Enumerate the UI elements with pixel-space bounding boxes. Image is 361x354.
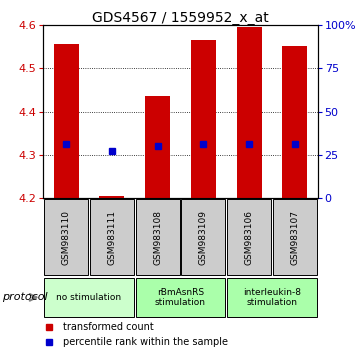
Text: transformed count: transformed count: [62, 321, 153, 332]
Bar: [191, 40, 216, 198]
Text: GSM983110: GSM983110: [62, 210, 71, 265]
Bar: [44, 278, 134, 317]
Bar: [90, 199, 134, 275]
Text: interleukin-8
stimulation: interleukin-8 stimulation: [243, 288, 301, 307]
Text: GSM983107: GSM983107: [290, 210, 299, 265]
Bar: [145, 96, 170, 198]
Bar: [136, 199, 179, 275]
Text: GSM983109: GSM983109: [199, 210, 208, 265]
Text: percentile rank within the sample: percentile rank within the sample: [62, 337, 227, 348]
Bar: [44, 199, 88, 275]
Bar: [282, 46, 307, 198]
Bar: [273, 199, 317, 275]
Text: GSM983108: GSM983108: [153, 210, 162, 265]
Text: GSM983111: GSM983111: [108, 210, 116, 265]
Text: rBmAsnRS
stimulation: rBmAsnRS stimulation: [155, 288, 206, 307]
Text: no stimulation: no stimulation: [56, 293, 122, 302]
Bar: [54, 44, 79, 198]
Text: GDS4567 / 1559952_x_at: GDS4567 / 1559952_x_at: [92, 11, 269, 25]
Bar: [99, 196, 125, 198]
Bar: [182, 199, 225, 275]
Text: protocol: protocol: [2, 292, 47, 302]
Text: GSM983106: GSM983106: [245, 210, 253, 265]
Bar: [136, 278, 225, 317]
Bar: [227, 278, 317, 317]
Bar: [227, 199, 271, 275]
Bar: [236, 27, 262, 198]
